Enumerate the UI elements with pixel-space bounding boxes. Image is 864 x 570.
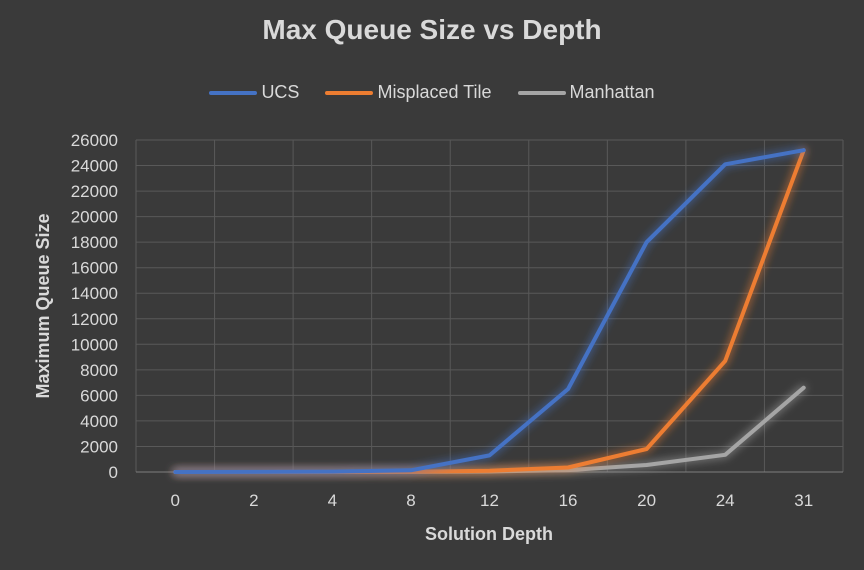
y-tick-label: 20000 (71, 208, 118, 227)
legend-swatch-manhattan (517, 90, 566, 95)
legend-swatch-misplaced-tile (325, 90, 374, 95)
chart-title: Max Queue Size vs Depth (262, 14, 602, 45)
y-tick-label: 12000 (71, 310, 118, 329)
x-tick-label: 8 (406, 491, 415, 510)
y-axis-label: Maximum Queue Size (33, 213, 53, 398)
y-tick-label: 6000 (80, 386, 118, 405)
y-tick-label: 16000 (71, 259, 118, 278)
x-tick-label: 12 (480, 491, 499, 510)
x-tick-label: 20 (637, 491, 656, 510)
y-tick-label: 4000 (80, 412, 118, 431)
legend-swatch-ucs (209, 90, 258, 95)
legend: UCS Misplaced Tile Manhattan (0, 82, 864, 103)
legend-label-ucs: UCS (261, 82, 300, 102)
legend-label-manhattan: Manhattan (569, 82, 655, 102)
y-tick-label: 0 (109, 463, 118, 482)
x-tick-label: 24 (716, 491, 735, 510)
y-axis-ticks: 0 2000 4000 6000 8000 10000 12000 14000 16000 180… (71, 131, 118, 482)
series-lines (173, 148, 806, 474)
legend-item-misplaced-tile: Misplaced Tile (325, 82, 492, 103)
y-tick-label: 22000 (71, 182, 118, 201)
x-axis-ticks: 0 2 4 8 12 16 20 24 31 (171, 491, 814, 510)
x-tick-label: 31 (794, 491, 813, 510)
series-line-manhattan (173, 385, 806, 474)
y-tick-label: 2000 (80, 437, 118, 456)
legend-item-manhattan: Manhattan (517, 82, 655, 103)
y-tick-label: 14000 (71, 284, 118, 303)
y-tick-label: 24000 (71, 157, 118, 176)
legend-label-misplaced-tile: Misplaced Tile (377, 82, 492, 102)
x-tick-label: 4 (328, 491, 337, 510)
y-tick-label: 10000 (71, 335, 118, 354)
x-tick-label: 0 (171, 491, 180, 510)
x-axis-label: Solution Depth (425, 524, 553, 544)
legend-item-ucs: UCS (209, 82, 299, 103)
series-line-misplaced-tile (173, 148, 806, 474)
y-tick-label: 18000 (71, 233, 118, 252)
x-tick-label: 16 (559, 491, 578, 510)
y-tick-label: 8000 (80, 361, 118, 380)
x-tick-label: 2 (249, 491, 258, 510)
series-line-ucs (173, 148, 806, 474)
y-tick-label: 26000 (71, 131, 118, 150)
gridlines (135, 139, 844, 473)
